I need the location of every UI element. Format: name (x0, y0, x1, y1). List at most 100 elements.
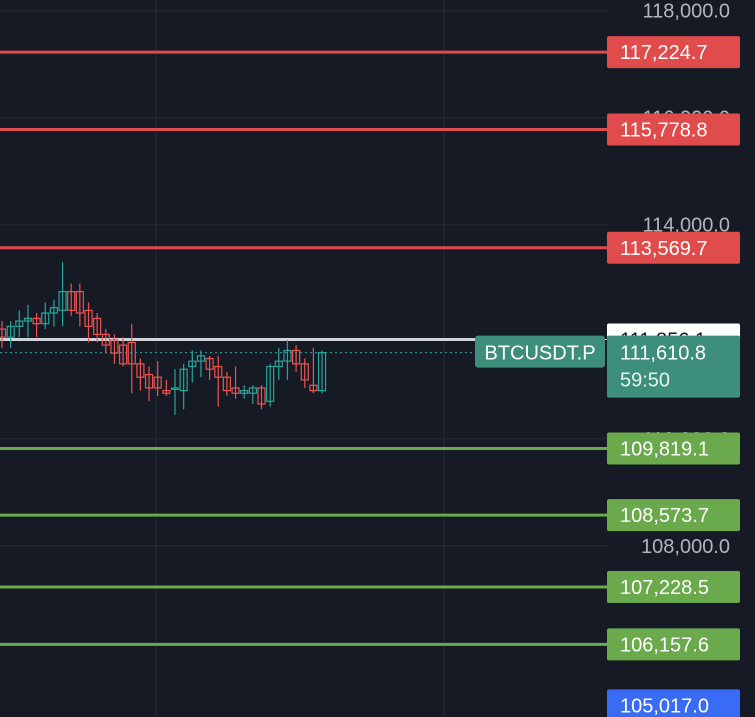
candle[interactable] (283, 339, 292, 380)
candle-body (144, 373, 154, 389)
candle-body (136, 363, 145, 378)
candle[interactable] (58, 262, 67, 327)
candle[interactable] (274, 347, 283, 380)
candle[interactable] (93, 313, 102, 343)
resistance-tag: 115,778.8 (607, 113, 740, 146)
candle-body (205, 357, 214, 370)
candle-body (214, 365, 223, 378)
candle[interactable] (309, 347, 318, 394)
candle[interactable] (84, 302, 93, 343)
candle-body (257, 387, 266, 405)
candle-body (58, 291, 67, 311)
candle-body (292, 349, 301, 365)
candle-body (15, 320, 24, 327)
candle[interactable] (162, 379, 171, 396)
support-tag-label: 108,573.7 (620, 505, 709, 527)
support-tag-label: 106,157.6 (620, 634, 709, 656)
candle-body (240, 390, 249, 394)
resistance-tag-bg (607, 36, 740, 69)
symbol-tag-bg (475, 335, 605, 368)
candle-body (101, 333, 110, 346)
candle[interactable] (170, 369, 180, 415)
symbol-tag: BTCUSDT.P (475, 335, 605, 368)
candle-body (300, 363, 309, 381)
candle-body (170, 387, 180, 391)
price-tick-label: 114,000.0 (643, 215, 731, 237)
candle-body (41, 312, 50, 325)
candle[interactable] (231, 366, 240, 399)
support-tag-label: 109,819.1 (620, 438, 709, 460)
candle[interactable] (144, 366, 154, 402)
current-price-label: 111,610.8 (620, 343, 706, 365)
candle-body (0, 328, 7, 338)
candle-body (67, 291, 76, 311)
candle-body (274, 360, 283, 368)
candle-body (49, 307, 59, 314)
candle[interactable] (49, 299, 59, 327)
candle-body (317, 351, 327, 392)
candle-body (93, 317, 102, 336)
candle[interactable] (266, 363, 275, 407)
candle-body (179, 368, 188, 392)
candle[interactable] (205, 355, 214, 380)
candle[interactable] (257, 385, 266, 410)
candle[interactable] (300, 358, 309, 388)
support-tag: 108,573.7 (607, 499, 740, 532)
candle[interactable] (41, 302, 50, 330)
candle-body (231, 387, 240, 394)
candle[interactable] (179, 363, 188, 410)
symbol-tag-label: BTCUSDT.P (484, 343, 595, 365)
resistance-tag: 113,569.7 (607, 231, 740, 264)
candles[interactable] (0, 262, 327, 415)
price-tick-label: 118,000.0 (643, 1, 731, 23)
candle[interactable] (67, 283, 76, 316)
candle-body (266, 365, 275, 402)
price-tick-label: 108,000.0 (641, 536, 730, 558)
candle[interactable] (6, 321, 15, 348)
candle[interactable] (101, 329, 110, 354)
bottom-level-tag: 105,017.0 (607, 689, 740, 717)
candle-body (283, 349, 292, 362)
candle-body (84, 309, 93, 327)
candle[interactable] (292, 345, 301, 372)
candle[interactable] (196, 350, 206, 378)
candle[interactable] (118, 337, 128, 367)
candle[interactable] (248, 385, 257, 404)
candle[interactable] (317, 350, 327, 394)
candle[interactable] (15, 310, 24, 338)
candle[interactable] (214, 355, 223, 407)
bottom-level-tag-bg (607, 689, 740, 717)
candle-body (248, 387, 257, 394)
candle[interactable] (32, 313, 41, 338)
candle[interactable] (127, 323, 136, 394)
support-tag-bg (607, 432, 740, 465)
candle[interactable] (188, 350, 197, 383)
resistance-tag-bg (607, 113, 740, 146)
price-axis[interactable]: 118,000.0116,000.0114,000.0110,000.0108,… (641, 1, 730, 558)
resistance-tag: 117,224.7 (607, 36, 740, 69)
candle-body (162, 390, 171, 394)
candle-body (127, 341, 136, 365)
candle-body (75, 291, 84, 314)
candle-body (188, 360, 197, 368)
candle[interactable] (136, 358, 145, 391)
candle[interactable] (153, 361, 162, 396)
candle[interactable] (110, 334, 119, 364)
countdown-label: 59:50 (620, 370, 670, 392)
candle[interactable] (75, 283, 84, 327)
support-tag-bg (607, 571, 740, 604)
candle[interactable] (23, 304, 33, 338)
candle[interactable] (0, 321, 7, 348)
horizontal-levels (0, 50, 607, 646)
current-price-tag-bg (607, 335, 740, 398)
candle-body (6, 325, 15, 338)
candle[interactable] (240, 385, 249, 399)
candle-body (222, 376, 231, 392)
candle[interactable] (222, 371, 231, 396)
resistance-tag-label: 115,778.8 (620, 120, 708, 142)
grid-lines (0, 0, 607, 717)
support-tag-label: 107,228.5 (620, 577, 709, 599)
candle-body (23, 317, 33, 322)
current-price-tag: 111,610.8 59:50 (607, 335, 740, 398)
